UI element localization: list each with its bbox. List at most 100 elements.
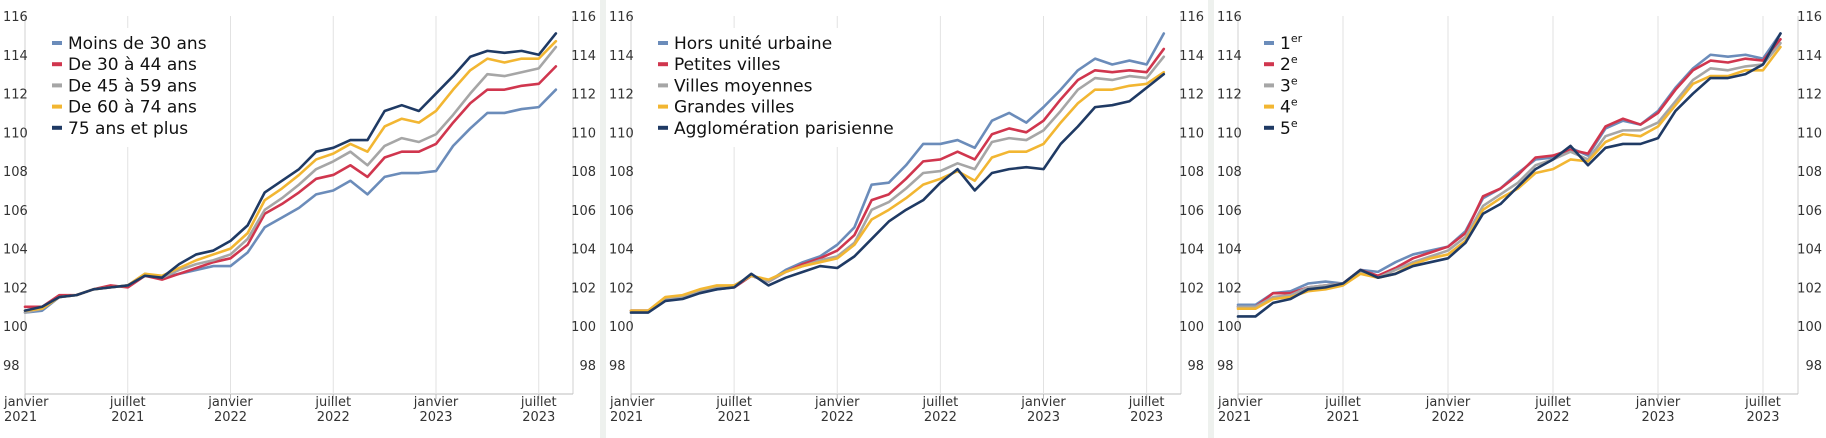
x-tick-label: juillet: [520, 395, 557, 410]
x-tick-label: janvier: [1217, 395, 1263, 410]
x-tick-label: 2022: [214, 410, 247, 425]
legend-label: Grandes villes: [674, 98, 795, 118]
x-tick-label: janvier: [207, 395, 253, 410]
x-tick-label: 2022: [317, 410, 350, 425]
x-tick-label: 2023: [419, 410, 452, 425]
legend-label-superscript: e: [1291, 74, 1298, 87]
x-tick-label: janvier: [609, 395, 655, 410]
series-line-5: [23, 32, 558, 312]
x-tick-label: 2023: [1641, 410, 1674, 425]
x-tick-label: 2023: [1746, 410, 1779, 425]
y-tick-label-right: 102: [1179, 281, 1204, 296]
x-tick-label: juillet: [1324, 395, 1361, 410]
y-tick-label-right: 108: [1179, 165, 1204, 180]
x-tick-label: 2021: [111, 410, 144, 425]
y-tick-label-right: 100: [1179, 320, 1204, 335]
x-tick-label: janvier: [1425, 395, 1471, 410]
x-tick-label: janvier: [3, 395, 49, 410]
x-tick-label: janvier: [1020, 395, 1066, 410]
legend-label: De 30 à 44 ans: [68, 55, 197, 75]
legend-label-superscript: e: [1291, 53, 1298, 66]
y-tick-label-right: 112: [571, 88, 596, 103]
y-tick-label-left: 104: [3, 243, 28, 258]
x-tick-label: 2022: [1431, 410, 1464, 425]
x-tick-label: 2021: [718, 410, 751, 425]
x-tick-label: juillet: [1534, 395, 1571, 410]
x-tick-label: juillet: [921, 395, 958, 410]
y-tick-label-right: 102: [1797, 281, 1822, 296]
y-tick-label-left: 112: [609, 88, 634, 103]
y-tick-label-left: 104: [1217, 243, 1242, 258]
chart-panel-1: janvier2021juillet2021janvier2022juillet…: [0, 0, 600, 438]
y-tick-label-left: 100: [1217, 320, 1242, 335]
y-tick-label-right: 106: [1797, 204, 1822, 219]
x-tick-label: 2023: [1130, 410, 1163, 425]
legend-label: Moins de 30 ans: [68, 34, 207, 54]
y-tick-label-left: 114: [609, 49, 634, 64]
y-tick-label-left: 108: [3, 165, 28, 180]
y-tick-label-right: 104: [571, 243, 596, 258]
x-tick-label: janvier: [1635, 395, 1681, 410]
x-tick-label: 2023: [522, 410, 555, 425]
y-tick-label-left: 114: [3, 49, 28, 64]
x-tick-label: 2022: [924, 410, 957, 425]
y-tick-label-left: 104: [609, 243, 634, 258]
x-tick-label: 2021: [1326, 410, 1359, 425]
y-tick-label-left: 112: [3, 88, 28, 103]
x-tick-label: juillet: [109, 395, 146, 410]
y-tick-label-left: 106: [609, 204, 634, 219]
legend-label-superscript: e: [1291, 117, 1298, 130]
legend-label: Villes moyennes: [674, 76, 813, 96]
x-tick-label: 2023: [1027, 410, 1060, 425]
chart-panel-3: janvier2021juillet2021janvier2022juillet…: [1214, 0, 1826, 438]
x-tick-label: juillet: [1128, 395, 1165, 410]
legend-label-superscript: er: [1291, 32, 1303, 45]
y-tick-label-right: 116: [1797, 10, 1822, 25]
y-tick-label-left: 116: [609, 10, 634, 25]
legend-label: Petites villes: [674, 55, 781, 75]
y-tick-label-right: 98: [579, 359, 596, 374]
x-tick-label: 2021: [4, 410, 37, 425]
y-tick-label-right: 110: [1797, 126, 1822, 141]
y-tick-label-right: 100: [1797, 320, 1822, 335]
y-tick-label-right: 110: [571, 126, 596, 141]
y-tick-label-left: 106: [1217, 204, 1242, 219]
x-tick-label: juillet: [314, 395, 351, 410]
y-tick-label-right: 108: [571, 165, 596, 180]
legend-label: Hors unité urbaine: [674, 34, 832, 54]
y-tick-label-right: 110: [1179, 126, 1204, 141]
y-tick-label-left: 114: [1217, 49, 1242, 64]
y-tick-label-left: 98: [3, 359, 20, 374]
series-line-4: [629, 70, 1166, 312]
series-line-4: [1236, 45, 1782, 311]
y-tick-label-right: 112: [1179, 88, 1204, 103]
x-tick-label: juillet: [1744, 395, 1781, 410]
series-line-5: [1236, 32, 1782, 318]
y-tick-label-right: 114: [1797, 49, 1822, 64]
y-tick-label-left: 110: [3, 126, 28, 141]
y-tick-label-right: 108: [1797, 165, 1822, 180]
series-line-5: [629, 72, 1166, 314]
y-tick-label-left: 102: [609, 281, 634, 296]
y-tick-label-right: 104: [1179, 243, 1204, 258]
series-line-3: [629, 55, 1166, 312]
x-tick-label: janvier: [413, 395, 459, 410]
y-tick-label-left: 98: [609, 359, 626, 374]
y-tick-label-right: 98: [1187, 359, 1204, 374]
y-tick-label-right: 106: [571, 204, 596, 219]
legend-label-superscript: e: [1291, 96, 1298, 109]
y-tick-label-left: 102: [1217, 281, 1242, 296]
y-tick-label-right: 98: [1805, 359, 1822, 374]
legend-label: 75 ans et plus: [68, 119, 188, 139]
y-tick-label-left: 98: [1217, 359, 1234, 374]
y-tick-label-left: 100: [609, 320, 634, 335]
y-tick-label-right: 112: [1797, 88, 1822, 103]
chart-panel-2: janvier2021juillet2021janvier2022juillet…: [606, 0, 1208, 438]
x-tick-label: janvier: [814, 395, 860, 410]
y-tick-label-right: 102: [571, 281, 596, 296]
y-tick-label-left: 108: [609, 165, 634, 180]
y-tick-label-left: 100: [3, 320, 28, 335]
y-tick-label-right: 104: [1797, 243, 1822, 258]
y-tick-label-left: 116: [3, 10, 28, 25]
